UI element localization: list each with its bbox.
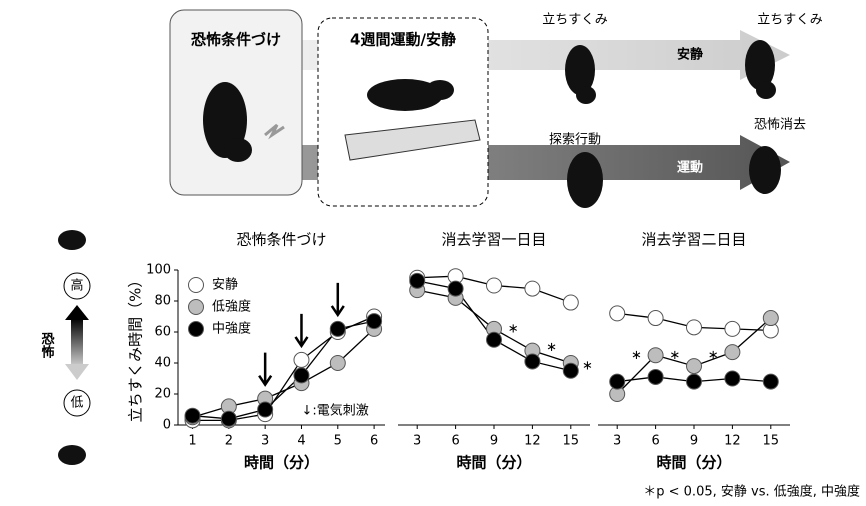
marker xyxy=(486,331,502,348)
marker xyxy=(257,401,274,418)
legend-marker xyxy=(188,321,204,337)
marker xyxy=(762,373,779,390)
marker xyxy=(724,320,741,337)
box-label: 4週間運動/安静 xyxy=(350,31,456,49)
x-tick-label: 3 xyxy=(413,434,421,449)
marker xyxy=(293,351,310,368)
label: 立ちすくみ xyxy=(542,13,608,28)
marker xyxy=(724,344,741,361)
marker xyxy=(409,272,426,289)
legend-label: 安静 xyxy=(212,278,238,293)
marker xyxy=(686,358,702,375)
x-axis-title: 時間（分） xyxy=(244,454,319,472)
significance: ∗ xyxy=(631,348,642,363)
x-tick-label: 3 xyxy=(261,434,269,449)
marker xyxy=(647,347,664,364)
y-tick-label: 40 xyxy=(154,356,171,371)
x-tick-label: 6 xyxy=(651,434,659,449)
x-tick-label: 3 xyxy=(613,434,621,449)
legend-label: 低強度 xyxy=(212,299,251,315)
annotation: ↓:電気刺激 xyxy=(301,403,368,419)
x-axis-title: 時間（分） xyxy=(456,454,531,472)
x-tick-label: 1 xyxy=(188,434,196,449)
rat xyxy=(58,40,781,465)
marker xyxy=(562,294,579,311)
x-tick-label: 12 xyxy=(724,434,741,449)
y-tick-label: 60 xyxy=(154,325,171,340)
shock xyxy=(264,123,285,140)
fear-scale: 高 低 恐怖 xyxy=(39,272,91,417)
panel-title: 恐怖条件づけ xyxy=(236,231,326,249)
panel-title: 消去学習一日目 xyxy=(441,231,546,249)
arrow-label: 安静 xyxy=(677,47,703,63)
y-tick-label: 0 xyxy=(163,418,171,433)
stimulus-arrow xyxy=(294,313,309,349)
marker xyxy=(184,407,201,424)
label: 探索行動 xyxy=(549,133,601,148)
significance: ∗ xyxy=(508,321,519,336)
marker xyxy=(524,280,541,297)
significance: ∗ xyxy=(582,359,593,374)
scale-low: 低 xyxy=(70,396,83,411)
y-axis-title: 立ちすくみ時間（%） xyxy=(127,273,145,423)
marker xyxy=(329,320,346,337)
stimulus-arrow xyxy=(258,352,273,387)
marker xyxy=(447,280,464,297)
label: 恐怖消去 xyxy=(754,117,806,133)
x-tick-label: 9 xyxy=(490,434,498,449)
marker xyxy=(724,370,741,387)
x-tick-label: 6 xyxy=(370,434,378,449)
panel-title: 消去学習二日目 xyxy=(641,231,746,249)
y-tick-label: 20 xyxy=(154,387,171,402)
marker xyxy=(220,410,237,427)
x-axis-title: 時間（分） xyxy=(656,454,731,472)
marker xyxy=(647,310,664,327)
y-tick-label: 80 xyxy=(154,294,171,309)
x-tick-label: 2 xyxy=(225,434,233,449)
treadmill xyxy=(344,119,481,161)
marker xyxy=(486,277,502,294)
diagram: 恐怖条件づけ 4週間運動/安静 安静 運動 立ちすくみ 立ちすくみ 探索行動 恐… xyxy=(58,9,823,465)
marker xyxy=(609,305,626,322)
legend-label: 中強度 xyxy=(212,321,251,337)
marker xyxy=(562,362,579,379)
legend-marker xyxy=(188,277,204,293)
marker xyxy=(609,373,626,390)
scale-label: 恐怖 xyxy=(39,332,55,359)
significance: ∗ xyxy=(708,348,719,363)
marker xyxy=(366,313,383,330)
box-label: 恐怖条件づけ xyxy=(191,31,281,49)
significance: ∗ xyxy=(546,340,557,355)
footnote: ＊p < 0.05, 安静 vs. 低強度, 中強度 xyxy=(643,484,860,500)
scale-high: 高 xyxy=(70,278,83,294)
significance: ∗ xyxy=(669,348,680,363)
x-tick-label: 6 xyxy=(451,434,459,449)
marker xyxy=(686,373,702,390)
x-tick-label: 15 xyxy=(763,434,780,449)
x-tick-label: 5 xyxy=(334,434,342,449)
marker xyxy=(329,355,346,371)
x-tick-label: 9 xyxy=(690,434,698,449)
y-tick-label: 100 xyxy=(146,263,171,278)
marker xyxy=(686,319,702,336)
stimulus-arrow xyxy=(330,282,345,318)
x-tick-label: 4 xyxy=(297,434,305,449)
legend-marker xyxy=(188,299,204,315)
label: 立ちすくみ xyxy=(757,13,823,28)
x-tick-label: 12 xyxy=(524,434,541,449)
marker xyxy=(762,310,779,327)
marker xyxy=(293,367,310,384)
arrow-label: 運動 xyxy=(677,160,703,176)
marker xyxy=(647,368,664,385)
marker xyxy=(524,353,541,370)
box xyxy=(317,17,489,207)
x-tick-label: 15 xyxy=(563,434,580,449)
